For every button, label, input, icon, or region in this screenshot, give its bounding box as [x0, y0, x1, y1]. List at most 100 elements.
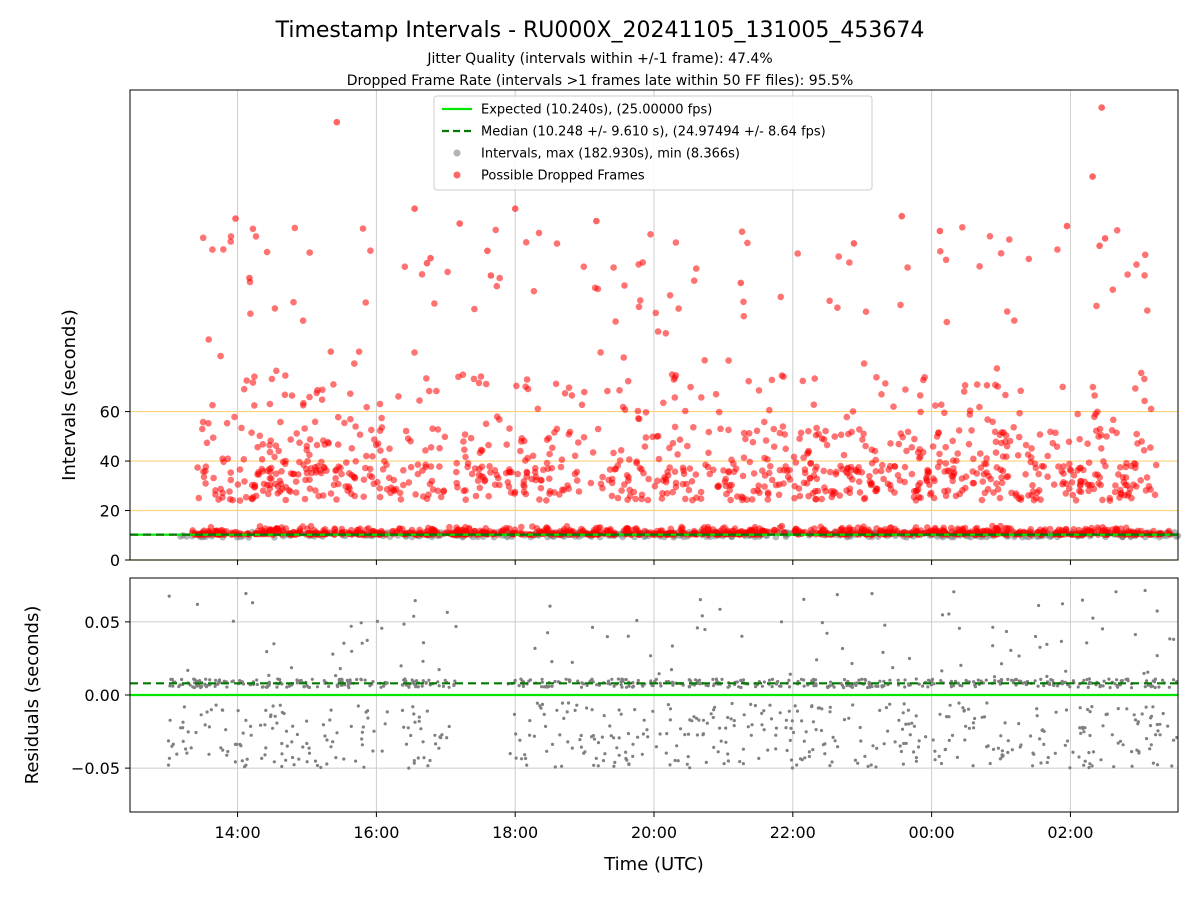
residual-point	[985, 701, 989, 705]
residual-point	[914, 714, 918, 718]
residual-point	[428, 758, 432, 763]
residual-point	[209, 708, 213, 712]
residual-point	[712, 745, 716, 750]
dropped-frame-point	[227, 238, 234, 245]
residual-point	[1088, 762, 1092, 766]
residual-point	[1087, 677, 1091, 681]
residual-point	[547, 684, 551, 689]
dropped-frame-point	[983, 382, 991, 389]
dropped-frame-point	[690, 424, 697, 431]
residual-point	[939, 761, 944, 766]
dropped-frame-point	[936, 227, 944, 235]
dropped-frame-point	[791, 494, 798, 502]
dropped-frame-point	[482, 420, 490, 428]
residual-point	[1149, 743, 1153, 747]
residual-point	[518, 738, 522, 742]
dropped-frame-point	[642, 434, 650, 441]
dropped-frame-point	[1112, 482, 1119, 489]
residual-point	[829, 680, 833, 684]
residual-point	[562, 716, 566, 721]
residual-point	[787, 709, 791, 713]
residual-point	[555, 708, 559, 712]
residual-point	[907, 722, 911, 726]
residual-point	[1155, 722, 1159, 727]
dropped-frame-point	[341, 419, 348, 427]
dropped-frame-point	[871, 447, 879, 455]
residual-point	[673, 758, 677, 763]
dropped-frame-point	[849, 476, 856, 483]
residual-point	[1108, 686, 1112, 690]
residual-point	[265, 650, 269, 654]
dropped-frame-point	[692, 265, 700, 272]
dropped-frame-point	[359, 225, 367, 232]
dropped-frame-point	[989, 418, 996, 426]
residual-point	[528, 678, 533, 682]
residual-point	[678, 727, 683, 731]
residual-point	[354, 759, 358, 763]
dropped-frame-point	[368, 473, 376, 481]
residual-point	[641, 732, 646, 736]
residuals-y-tick-label: 0.05	[84, 613, 120, 632]
dropped-frame-point	[366, 465, 374, 473]
intervals-points	[177, 104, 1182, 541]
dropped-frame-point	[436, 444, 443, 452]
dropped-frame-point	[990, 489, 997, 496]
residual-point	[671, 683, 675, 687]
residual-point	[427, 678, 431, 682]
residual-point	[749, 733, 753, 737]
dropped-frame-point	[721, 478, 729, 485]
dropped-frame-point	[944, 467, 952, 474]
dropped-frame-point	[937, 248, 944, 255]
residual-point	[445, 610, 449, 615]
residual-point	[566, 740, 570, 744]
dropped-frame-point	[1084, 440, 1091, 448]
dropped-frame-point	[630, 488, 638, 496]
residual-point	[658, 681, 662, 685]
residual-point	[327, 684, 331, 689]
dropped-frame-point	[205, 420, 212, 427]
residual-point	[601, 759, 606, 763]
dropped-frame-point	[968, 427, 975, 434]
residual-point	[1065, 739, 1070, 743]
residual-point	[233, 760, 237, 764]
dropped-frame-point	[240, 456, 248, 463]
residual-point	[1149, 716, 1153, 720]
residual-point	[817, 706, 821, 710]
residual-point	[372, 729, 376, 733]
dropped-frame-point	[476, 465, 483, 473]
dropped-frame-point	[633, 459, 640, 467]
residual-point	[282, 711, 286, 716]
residual-point	[331, 740, 335, 744]
dropped-frame-point	[686, 465, 694, 472]
residual-point	[963, 738, 967, 742]
dropped-frame-point	[446, 530, 454, 537]
residual-point	[1158, 722, 1162, 726]
residual-point	[1053, 751, 1057, 755]
dropped-frame-point	[287, 488, 294, 495]
dropped-frame-point	[400, 467, 407, 474]
dropped-frame-point	[248, 429, 255, 437]
dropped-frame-point	[462, 487, 469, 494]
dropped-frame-point	[252, 233, 260, 240]
dropped-frame-point	[521, 483, 528, 490]
dropped-frame-point	[529, 452, 537, 460]
residual-point	[649, 679, 653, 683]
residual-point	[278, 703, 282, 707]
dropped-frame-point	[377, 447, 384, 454]
dropped-frame-point	[397, 496, 405, 503]
residual-point	[1149, 685, 1153, 689]
dropped-frame-point	[255, 471, 263, 478]
chart-subtitle-2: Dropped Frame Rate (intervals >1 frames …	[347, 73, 854, 89]
dropped-frame-point	[846, 524, 853, 531]
residual-point	[847, 716, 851, 720]
residual-point	[295, 678, 299, 682]
residual-point	[804, 730, 808, 734]
x-tick-label: 22:00	[770, 823, 816, 842]
dropped-frame-point	[486, 463, 493, 470]
dropped-frame-point	[556, 491, 563, 498]
residual-point	[540, 685, 544, 689]
residual-point	[958, 683, 962, 688]
residual-point	[1023, 681, 1027, 685]
residual-point	[360, 737, 364, 741]
dropped-frame-point	[338, 470, 345, 478]
